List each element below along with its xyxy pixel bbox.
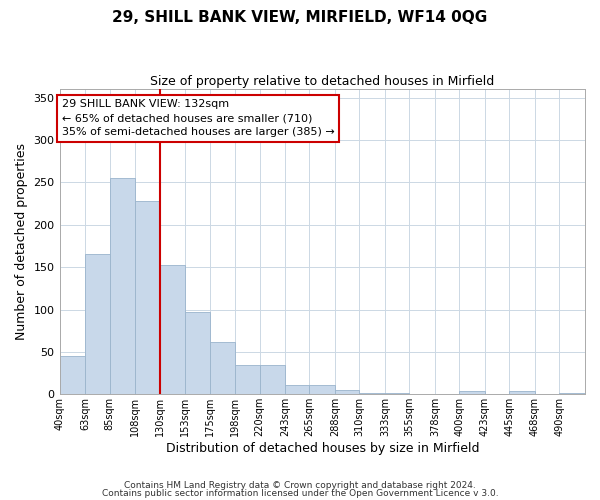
Y-axis label: Number of detached properties: Number of detached properties <box>15 143 28 340</box>
Bar <box>460 391 485 394</box>
Text: Contains HM Land Registry data © Crown copyright and database right 2024.: Contains HM Land Registry data © Crown c… <box>124 480 476 490</box>
Bar <box>310 385 335 394</box>
Bar <box>285 385 310 394</box>
Bar <box>260 366 285 394</box>
Bar <box>135 201 160 394</box>
Bar <box>59 356 85 395</box>
Text: 29 SHILL BANK VIEW: 132sqm
← 65% of detached houses are smaller (710)
35% of sem: 29 SHILL BANK VIEW: 132sqm ← 65% of deta… <box>62 100 335 138</box>
Bar <box>110 178 135 394</box>
X-axis label: Distribution of detached houses by size in Mirfield: Distribution of detached houses by size … <box>166 442 479 455</box>
Bar <box>335 390 359 394</box>
Bar <box>509 391 535 394</box>
Bar <box>235 366 260 394</box>
Bar <box>185 312 209 394</box>
Title: Size of property relative to detached houses in Mirfield: Size of property relative to detached ho… <box>150 75 494 88</box>
Bar <box>85 254 110 394</box>
Bar <box>209 342 235 394</box>
Text: 29, SHILL BANK VIEW, MIRFIELD, WF14 0QG: 29, SHILL BANK VIEW, MIRFIELD, WF14 0QG <box>112 10 488 25</box>
Bar <box>160 266 185 394</box>
Text: Contains public sector information licensed under the Open Government Licence v : Contains public sector information licen… <box>101 489 499 498</box>
